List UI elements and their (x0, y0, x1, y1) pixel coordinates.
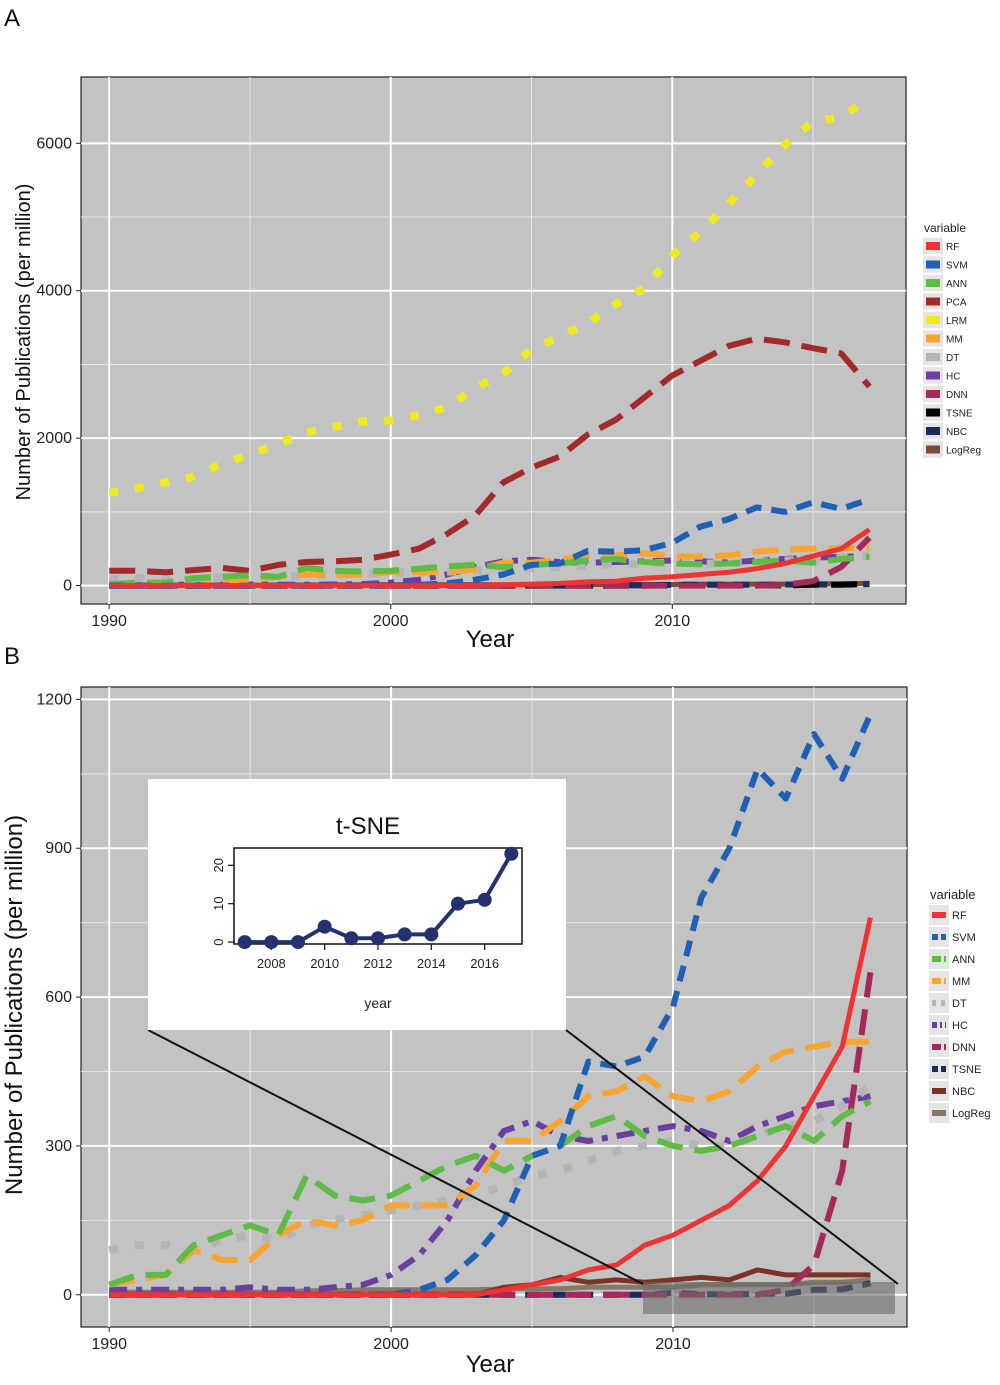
legend-label-nbc: NBC (946, 427, 967, 438)
legend-label-tsne: TSNE (946, 409, 973, 420)
panel-b-y-ticks: 0 300 600 900 1200 (36, 691, 81, 1304)
inset-background (148, 779, 566, 1030)
inset-point (477, 892, 492, 907)
inset-x-tick-label: 2008 (257, 956, 286, 971)
x-tick-label: 2010 (655, 1336, 691, 1353)
y-tick-label: 900 (45, 840, 72, 857)
y-tick-label: 4000 (36, 283, 72, 300)
legend-label-ann: ANN (946, 279, 967, 290)
panel-a-x-axis-title: Year (466, 626, 515, 653)
y-tick-label: 0 (63, 578, 72, 595)
legend-label-hc: HC (952, 1020, 968, 1032)
panel-a-y-ticks: 0 2000 4000 6000 (36, 135, 81, 595)
inset-point (344, 931, 359, 946)
inset-point (264, 935, 279, 950)
inset-point (397, 927, 412, 942)
inset-point (317, 919, 332, 934)
legend-label-dt: DT (946, 353, 959, 364)
legend-label-hc: HC (946, 372, 960, 383)
legend-label-ann: ANN (952, 954, 975, 966)
legend-label-pca: PCA (946, 298, 967, 309)
panel-b-x-ticks: 1990 2000 2010 (91, 1327, 691, 1353)
series-line-hc (109, 1093, 871, 1293)
inset-x-tick-label: 2010 (310, 956, 339, 971)
legend-label-dt: DT (952, 998, 967, 1010)
zoom-highlight-region (643, 1282, 895, 1314)
y-tick-label: 0 (63, 1287, 72, 1304)
inset-series (237, 846, 519, 950)
panel-a-letter: A (4, 5, 20, 32)
legend-key-bg (929, 1059, 949, 1079)
y-tick-label: 6000 (36, 135, 72, 152)
inset-point (237, 935, 252, 950)
inset-x-tick-label: 2014 (417, 956, 446, 971)
legend-label-logreg: LogReg (946, 446, 981, 457)
legend-label-nbc: NBC (952, 1086, 975, 1098)
legend-label-rf: RF (946, 242, 959, 253)
inset-title: t-SNE (336, 813, 400, 840)
series-line-rf (109, 917, 873, 1298)
legend-label-logreg: LogReg (952, 1108, 991, 1120)
panel-b-y-axis-title: Number of Publications (per million) (1, 815, 28, 1195)
legend-label-mm: MM (952, 976, 970, 988)
inset-y-tick-label: 10 (211, 896, 226, 910)
inset-connector-right (565, 1029, 899, 1285)
legend-key-bg (929, 927, 949, 947)
legend-label-dnn: DNN (952, 1042, 976, 1054)
panel-b-x-axis-title: Year (466, 1351, 515, 1378)
inset-point (424, 927, 439, 942)
legend-label-svm: SVM (946, 261, 968, 272)
x-tick-label: 2000 (373, 613, 409, 630)
series-line-mm (108, 1038, 871, 1288)
legend-label-lrm: LRM (946, 316, 967, 327)
panel-a-legend: variable RF SVM ANN PCA LRM MM DT HC DNN TSNE NBC L… (923, 221, 981, 458)
series-line-rf (109, 527, 871, 589)
y-tick-label: 2000 (36, 430, 72, 447)
series-line-svm (109, 713, 874, 1298)
panel-a-x-ticks: 1990 2000 2010 (91, 604, 690, 630)
x-tick-label: 1990 (91, 613, 127, 630)
inset-point (371, 931, 385, 946)
series-line-pca (109, 335, 872, 576)
legend-label-rf: RF (952, 910, 967, 922)
inset-point (451, 896, 465, 911)
panel-a-series (108, 94, 872, 589)
inset-x-tick-label: 2016 (470, 956, 499, 971)
inset-y-tick-label: 20 (211, 858, 226, 872)
x-tick-label: 2010 (655, 613, 691, 630)
series-line-lrm (108, 94, 872, 497)
inset-y-ticks: 0 10 20 (211, 858, 234, 946)
y-tick-label: 300 (45, 1138, 72, 1155)
inset-x-tick-label: 2012 (364, 956, 393, 971)
legend-key-bg (929, 1015, 949, 1035)
inset-point (504, 846, 519, 861)
x-tick-label: 2000 (373, 1336, 409, 1353)
series-line-ann (109, 553, 870, 588)
y-tick-label: 1200 (36, 691, 72, 708)
y-tick-label: 600 (45, 989, 72, 1006)
series-line-ann (108, 1098, 872, 1288)
tsne-inset: t-SNE 0 10 20 2008 2010 2012 2014 2016 year (147, 779, 899, 1285)
panel-a-y-axis-title: Number of Publications (per million) (13, 184, 35, 501)
inset-connector-left (147, 1029, 644, 1285)
legend-label-mm: MM (946, 335, 963, 346)
inset-x-axis-title: year (364, 995, 392, 1011)
legend-label-svm: SVM (952, 932, 976, 944)
legend-label-tsne: TSNE (952, 1064, 981, 1076)
x-tick-label: 1990 (91, 1336, 127, 1353)
legend-label-dnn: DNN (946, 390, 968, 401)
panel-a: A 0 2000 4000 6000 1990 2000 2010 Year Number… (4, 5, 981, 653)
panel-b-series (108, 713, 874, 1298)
legend-key-bg (929, 993, 949, 1013)
inset-x-ticks: 2008 2010 2012 2014 2016 (257, 944, 499, 971)
panel-a-legend-title: variable (924, 221, 966, 235)
panel-b-legend-title: variable (930, 887, 976, 902)
inset-y-tick-label: 0 (211, 938, 226, 945)
panel-b-legend: variable RF SVM ANN MM DT HC DNN TSNE NBC LogReg (929, 887, 991, 1123)
inset-point (291, 935, 305, 950)
panel-b-letter: B (4, 643, 20, 670)
